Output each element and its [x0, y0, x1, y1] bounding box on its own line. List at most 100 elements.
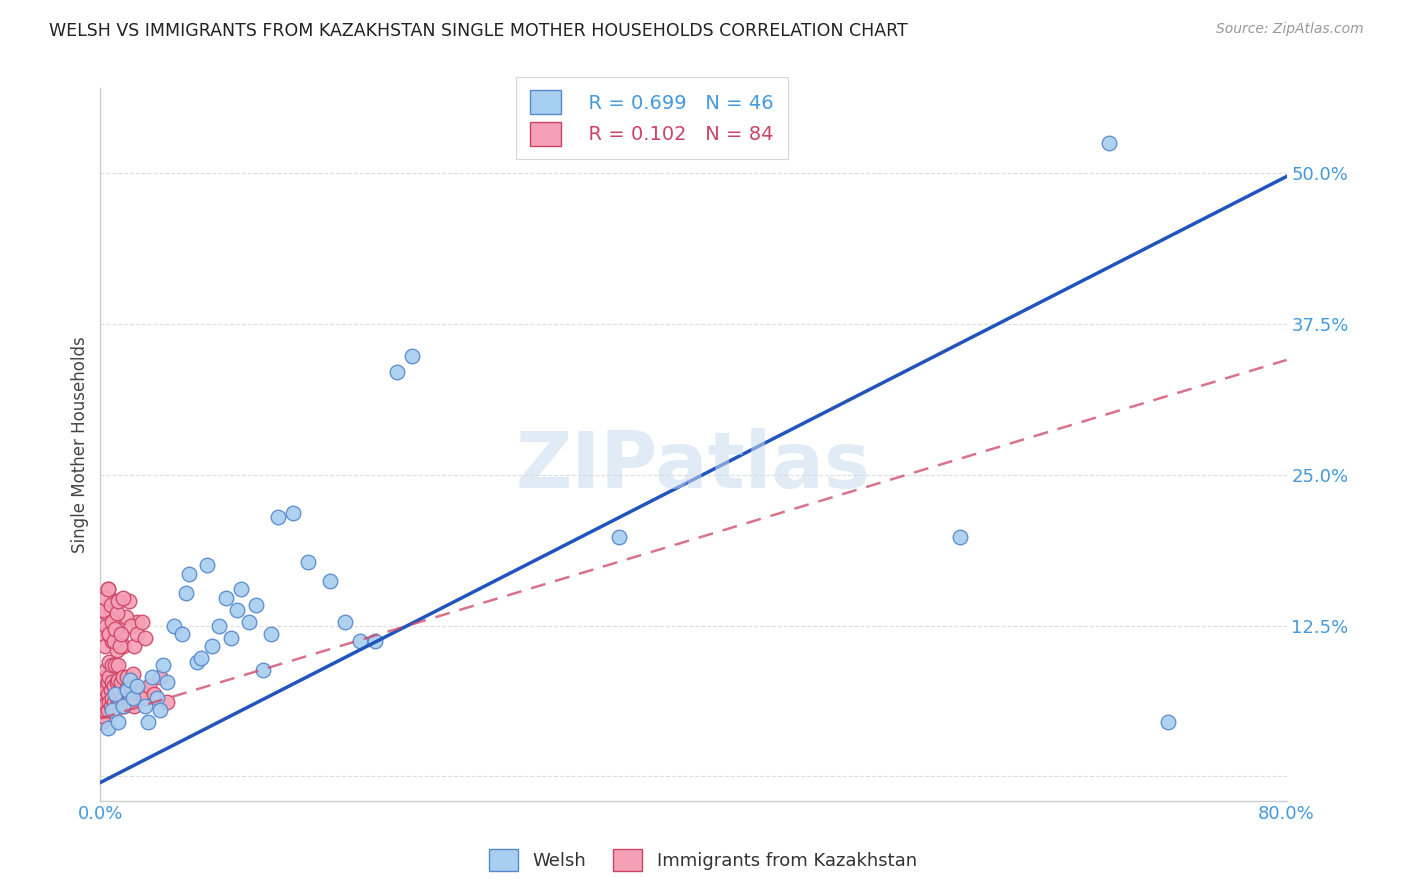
Point [225, 603, 247, 617]
Point [91, 679, 114, 693]
Point [121, 679, 143, 693]
Point [98, 627, 121, 641]
Point [176, 586, 198, 600]
Point [142, 687, 165, 701]
Point [118, 691, 141, 706]
Point [195, 558, 218, 573]
Point [136, 715, 159, 730]
Point [100, 699, 122, 714]
Y-axis label: Single Mother Households: Single Mother Households [72, 336, 89, 553]
Point [349, 634, 371, 648]
Point [127, 627, 149, 641]
Point [105, 675, 128, 690]
Point [124, 639, 146, 653]
Point [96, 697, 118, 711]
Point [138, 679, 160, 693]
Point [190, 651, 212, 665]
Point [107, 658, 129, 673]
Point [108, 631, 131, 645]
Point [104, 658, 127, 673]
Point [100, 603, 122, 617]
Text: WELSH VS IMMIGRANTS FROM KAZAKHSTAN SINGLE MOTHER HOUSEHOLDS CORRELATION CHART: WELSH VS IMMIGRANTS FROM KAZAKHSTAN SING… [49, 22, 908, 40]
Point [111, 639, 134, 653]
Point [98, 655, 121, 669]
Point [115, 671, 138, 685]
Text: Source: ZipAtlas.com: Source: ZipAtlas.com [1216, 22, 1364, 37]
Point [111, 699, 134, 714]
Point [149, 671, 172, 685]
Point [152, 658, 174, 673]
Point [96, 663, 118, 677]
Point [319, 574, 342, 588]
Point [124, 699, 146, 714]
Point [101, 703, 124, 717]
Point [260, 627, 283, 641]
Point [97, 675, 120, 690]
Point [104, 687, 127, 701]
Point [101, 675, 124, 690]
Point [122, 691, 145, 706]
Point [103, 679, 125, 693]
Point [101, 691, 124, 706]
Point [91, 709, 114, 723]
Point [96, 607, 118, 621]
Point [134, 691, 156, 706]
Point [252, 663, 274, 677]
Point [90, 697, 112, 711]
Point [281, 506, 304, 520]
Point [141, 671, 163, 685]
Point [101, 615, 124, 629]
Point [117, 594, 139, 608]
Point [94, 687, 117, 701]
Point [91, 603, 114, 617]
Point [107, 618, 129, 632]
Point [267, 509, 290, 524]
Point [208, 618, 231, 632]
Point [94, 703, 117, 717]
Point [134, 631, 156, 645]
Point [91, 691, 114, 706]
Point [101, 634, 124, 648]
Point [103, 615, 125, 629]
Point [1157, 715, 1180, 730]
Point [104, 622, 127, 636]
Point [108, 682, 131, 697]
Point [245, 598, 267, 612]
Point [97, 582, 120, 597]
Point [97, 703, 120, 717]
Point [1098, 136, 1121, 150]
Point [121, 618, 143, 632]
Point [111, 671, 134, 685]
Point [156, 695, 179, 709]
Point [219, 631, 242, 645]
Point [145, 691, 167, 706]
Point [91, 627, 114, 641]
Point [97, 721, 120, 735]
Point [104, 703, 127, 717]
Point [107, 673, 129, 687]
Point [110, 675, 132, 690]
Point [607, 531, 630, 545]
Point [97, 582, 120, 597]
Point [94, 591, 117, 605]
Point [333, 615, 356, 629]
Text: ZIPatlas: ZIPatlas [516, 428, 870, 504]
Legend:   R = 0.699   N = 46,   R = 0.102   N = 84: R = 0.699 N = 46, R = 0.102 N = 84 [516, 77, 787, 159]
Point [949, 531, 972, 545]
Point [149, 703, 172, 717]
Point [94, 639, 117, 653]
Point [98, 671, 121, 685]
Point [97, 687, 120, 701]
Point [112, 699, 135, 714]
Point [127, 615, 149, 629]
Point [111, 691, 134, 706]
Point [215, 591, 238, 605]
Point [163, 618, 186, 632]
Point [127, 679, 149, 693]
Point [385, 365, 408, 379]
Point [170, 627, 193, 641]
Point [186, 655, 208, 669]
Point [105, 691, 128, 706]
Point [114, 610, 136, 624]
Point [117, 695, 139, 709]
